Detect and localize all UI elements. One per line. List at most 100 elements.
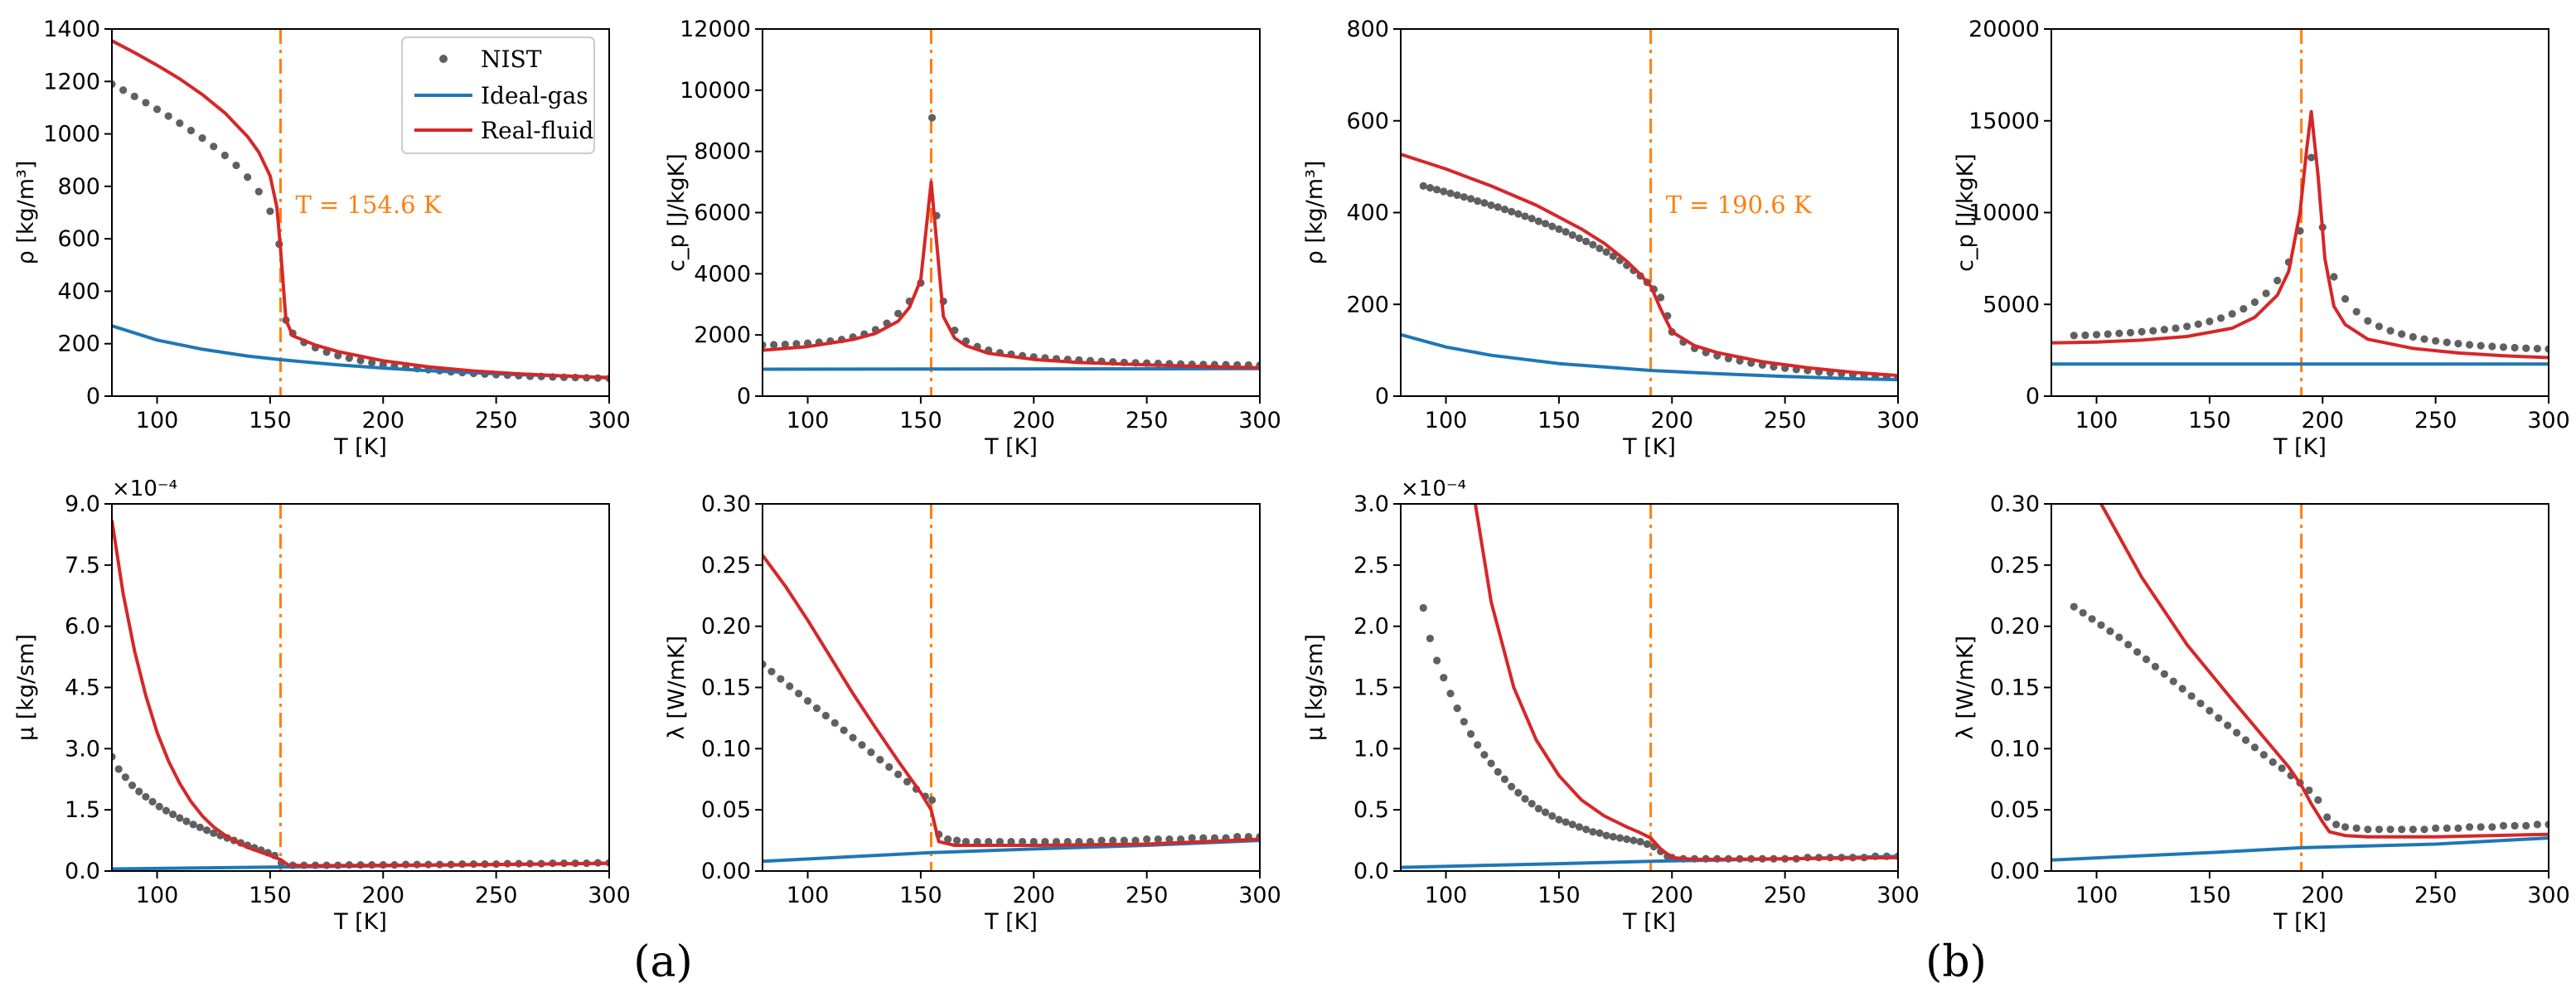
x-tick-label: 200	[1012, 408, 1055, 433]
nist-data-point	[176, 119, 184, 128]
nist-data-point	[2106, 627, 2114, 636]
nist-data-point	[2079, 608, 2087, 617]
nist-data-point	[885, 762, 893, 772]
nist-data-point	[196, 823, 204, 831]
y-tick-label: 7.5	[65, 553, 100, 578]
nist-data-point	[2070, 603, 2078, 611]
nist-data-point	[2477, 823, 2485, 831]
y-tick-label: 0.20	[1990, 614, 2040, 640]
nist-data-point	[121, 773, 129, 782]
nist-data-point	[1029, 837, 1038, 846]
nist-data-point	[781, 341, 789, 349]
legend: NIST Ideal-gas Real-fluid	[401, 36, 595, 154]
real-fluid-line	[763, 554, 1260, 847]
nist-data-point	[1636, 837, 1644, 846]
nist-data-point	[2386, 825, 2394, 834]
nist-data-point	[1487, 759, 1495, 767]
nist-data-point	[1521, 795, 1529, 803]
real-fluid-line	[2051, 109, 2549, 360]
nist-data-point	[2178, 685, 2186, 693]
nist-data-point	[1440, 187, 1448, 196]
nist-data-point	[1575, 823, 1584, 831]
nist-data-point	[112, 80, 116, 89]
x-tick-label: 250	[2414, 408, 2457, 433]
nist-data-point	[2206, 706, 2214, 715]
y-tick-label: 0.05	[1990, 797, 2040, 823]
nist-data-point	[1595, 244, 1604, 253]
x-tick-label: 150	[249, 408, 292, 433]
nist-data-point	[2443, 824, 2451, 832]
y-tick-label: 1.5	[1353, 675, 1389, 701]
nist-data-point	[2215, 714, 2223, 723]
nist-data-point	[254, 187, 263, 196]
nist-data-point	[2169, 677, 2177, 685]
nist-data-point	[2332, 820, 2341, 829]
real-fluid-line	[2099, 504, 2549, 839]
nist-data-point	[1534, 805, 1542, 813]
nist-data-point	[2239, 304, 2248, 313]
nist-data-point	[2115, 329, 2123, 337]
nist-data-point	[162, 806, 171, 815]
nist-data-point	[2375, 322, 2384, 331]
x-tick-label: 250	[475, 408, 518, 433]
nist-data-point	[961, 837, 971, 846]
x-tick-label: 100	[1425, 408, 1468, 433]
y-tick-label: 1400	[43, 17, 100, 42]
nist-data-point	[1188, 834, 1196, 842]
nist-data-point	[2133, 648, 2142, 656]
y-tick-label: 1.0	[1353, 736, 1389, 762]
nist-data-point	[1494, 767, 1502, 776]
nist-data-point	[232, 161, 240, 170]
chart-panel-a-mu: 100 150 200 250 300 0.0 1.5 3.0 4.5 6.0 7.5 9.0 T [K…	[13, 477, 631, 935]
axes-frame	[1400, 503, 1899, 872]
x-tick-label: 300	[588, 883, 631, 908]
nist-data-point	[210, 829, 218, 837]
nist-data-point	[2138, 327, 2146, 336]
nist-data-point	[894, 770, 903, 778]
nist-data-point	[1589, 828, 1597, 836]
nist-data-point	[1589, 240, 1597, 249]
y-tick-label: 0.05	[701, 797, 751, 823]
nist-data-point	[1528, 215, 1536, 223]
nist-data-point	[952, 836, 961, 845]
y-tick-label: 10000	[1968, 201, 2040, 226]
axes-frame	[1400, 28, 1899, 397]
plot-series-group	[763, 114, 1260, 371]
nist-data-point	[2454, 340, 2462, 348]
nist-data-point	[2305, 786, 2313, 795]
x-tick-label: 300	[588, 408, 631, 433]
legend-frame	[401, 36, 595, 154]
nist-data-point	[1508, 207, 1516, 215]
nist-data-point	[2454, 824, 2462, 832]
nist-data-point	[2269, 757, 2277, 767]
y-tick-label: 0	[86, 384, 100, 409]
nist-data-point	[1474, 197, 1482, 206]
nist-data-point	[973, 837, 981, 846]
nist-data-point	[1534, 217, 1542, 225]
nist-data-point	[1143, 835, 1151, 844]
y-tick-label: 0.5	[1353, 797, 1389, 823]
nist-data-point	[153, 105, 162, 114]
nist-data-point	[2194, 320, 2202, 328]
y-axis-label: c_p [J/kgK]	[664, 153, 690, 272]
nist-data-point	[1602, 831, 1610, 840]
y-tick-label: 10000	[680, 78, 751, 104]
nist-data-point	[2142, 655, 2151, 664]
y-tick-label: 800	[1346, 17, 1389, 42]
nist-data-point	[767, 667, 776, 675]
nist-data-point	[763, 660, 767, 669]
y-tick-label: 1200	[43, 69, 100, 94]
x-axis-label: T [K]	[333, 434, 387, 460]
nist-data-point	[2259, 751, 2268, 759]
x-tick-label: 300	[2527, 408, 2570, 433]
nist-data-point	[1657, 293, 1665, 302]
y-tick-label: 0	[2026, 384, 2040, 409]
x-tick-label: 200	[1650, 408, 1693, 433]
legend-nist-label: NIST	[481, 46, 542, 73]
critical-temperature-label: T = 190.6 K	[1666, 191, 1813, 219]
nist-data-point	[266, 207, 274, 215]
chart-panel-b-lambda: 100 150 200 250 300 0.00 0.05 0.10 0.15 0.20 0.25 0…	[1953, 491, 2570, 935]
plot-series-group	[763, 554, 1260, 864]
nist-data-point	[1548, 811, 1557, 820]
nist-data-point	[2545, 820, 2549, 829]
